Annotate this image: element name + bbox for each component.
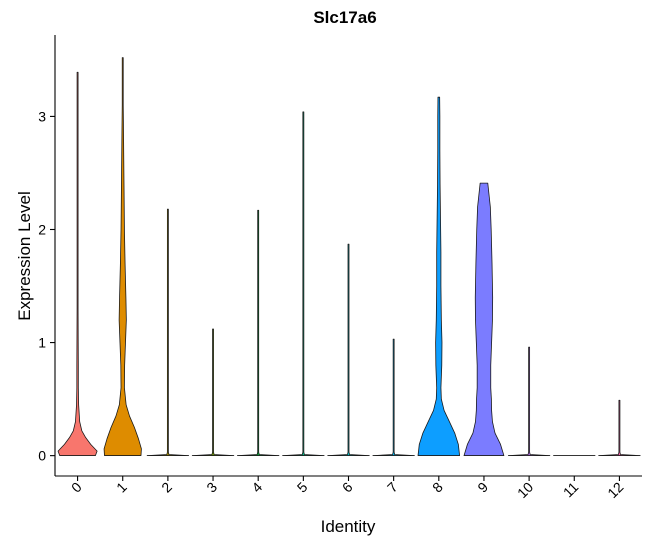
violin-1 xyxy=(103,57,142,457)
violin-10 xyxy=(507,346,551,457)
violin-6 xyxy=(327,243,370,457)
x-tick-label: 2 xyxy=(158,479,175,496)
x-tick-label: 6 xyxy=(339,479,356,496)
violin-8 xyxy=(417,96,461,457)
violin-3 xyxy=(191,328,235,457)
x-tick-label: 0 xyxy=(68,479,85,496)
y-axis-title: Expression Level xyxy=(15,191,34,320)
violin-0 xyxy=(57,71,98,457)
y-tick-label: 3 xyxy=(38,108,46,124)
x-tick-label: 1 xyxy=(113,479,130,496)
x-tick-label: 7 xyxy=(384,479,401,496)
y-tick-label: 1 xyxy=(38,335,46,351)
violin-5 xyxy=(282,111,325,457)
x-tick-label: 5 xyxy=(294,479,311,496)
chart-title: Slc17a6 xyxy=(313,8,376,27)
x-tick-label: 11 xyxy=(560,479,582,501)
x-ticks: 0 1 2 3 4 5 6 7 8 9 10 11 12 xyxy=(68,476,627,501)
x-tick-label: 8 xyxy=(429,479,446,496)
x-tick-label: 10 xyxy=(514,479,536,501)
x-tick-label: 12 xyxy=(604,479,626,501)
violin-7 xyxy=(372,338,415,457)
violin-9 xyxy=(463,182,505,457)
x-tick-label: 4 xyxy=(248,479,265,496)
y-tick-label: 0 xyxy=(38,448,46,464)
y-ticks: 0 1 2 3 xyxy=(38,108,55,464)
violin-4 xyxy=(236,209,280,457)
x-tick-label: 3 xyxy=(203,479,220,496)
violin-12 xyxy=(598,399,641,457)
violin-group xyxy=(57,57,641,457)
y-tick-label: 2 xyxy=(38,221,46,237)
x-axis-title: Identity xyxy=(321,517,376,536)
violin-2 xyxy=(146,208,190,457)
x-tick-label: 9 xyxy=(474,479,491,496)
